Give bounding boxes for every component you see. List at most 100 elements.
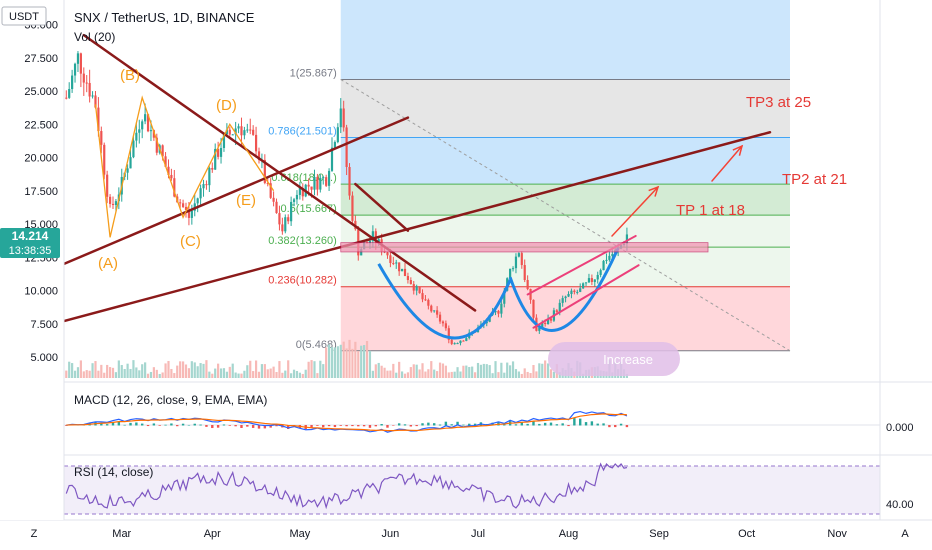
candle-body[interactable]: [430, 305, 433, 312]
candle-body[interactable]: [421, 293, 424, 300]
candle-body[interactable]: [400, 268, 404, 272]
candle-body[interactable]: [579, 288, 582, 292]
candle-body[interactable]: [82, 73, 85, 83]
candle-body[interactable]: [345, 127, 348, 167]
candle-body[interactable]: [222, 134, 226, 149]
candle-body[interactable]: [246, 129, 249, 131]
candle-body[interactable]: [152, 130, 155, 138]
candle-body[interactable]: [602, 260, 605, 271]
candle-body[interactable]: [295, 194, 299, 200]
macd-pane[interactable]: [64, 410, 880, 433]
candle-body[interactable]: [514, 256, 518, 269]
candle-body[interactable]: [582, 283, 585, 289]
candle-body[interactable]: [257, 151, 261, 161]
candle-body[interactable]: [138, 129, 141, 133]
candle-body[interactable]: [584, 282, 588, 284]
candle-body[interactable]: [509, 268, 512, 279]
candle-body[interactable]: [561, 298, 564, 303]
candle-body[interactable]: [301, 188, 304, 197]
candle-body[interactable]: [234, 128, 237, 135]
candle-body[interactable]: [424, 299, 427, 301]
macd-title[interactable]: MACD (12, 26, close, 9, EMA, EMA): [74, 393, 267, 407]
candle-body[interactable]: [146, 114, 150, 132]
price-axis[interactable]: [0, 0, 64, 520]
candle-body[interactable]: [398, 262, 401, 272]
candle-body[interactable]: [205, 184, 208, 186]
candle-body[interactable]: [313, 176, 316, 190]
candle-body[interactable]: [532, 299, 535, 318]
candle-body[interactable]: [590, 278, 593, 282]
candle-body[interactable]: [237, 126, 240, 129]
candle-body[interactable]: [208, 167, 211, 186]
candle-body[interactable]: [450, 339, 453, 344]
candle-body[interactable]: [573, 290, 576, 293]
macd-signal-line[interactable]: [66, 413, 627, 432]
candle-body[interactable]: [170, 174, 173, 179]
candle-body[interactable]: [211, 167, 214, 170]
candle-body[interactable]: [275, 201, 278, 214]
candle-body[interactable]: [243, 130, 246, 136]
increase-bubble[interactable]: [548, 342, 680, 376]
drawings-layer[interactable]: (A) (B) (C) (D) (E) TP 1 at 18 TP2 at 21 TP3 at…: [62, 33, 847, 376]
candle-body[interactable]: [73, 63, 77, 76]
candle-body[interactable]: [453, 343, 456, 345]
candle-body[interactable]: [190, 210, 193, 218]
candle-body[interactable]: [517, 253, 520, 257]
candle-body[interactable]: [68, 89, 71, 98]
candle-body[interactable]: [290, 201, 293, 222]
candle-body[interactable]: [599, 270, 602, 275]
candle-body[interactable]: [91, 95, 94, 97]
candle-body[interactable]: [106, 174, 109, 197]
target-arrow-2[interactable]: [711, 145, 743, 182]
candle-body[interactable]: [103, 144, 106, 175]
candle-body[interactable]: [322, 177, 325, 179]
candle-body[interactable]: [447, 328, 450, 340]
candle-body[interactable]: [538, 327, 541, 331]
candle-body[interactable]: [214, 148, 217, 170]
candle-body[interactable]: [330, 147, 334, 171]
candle-body[interactable]: [284, 217, 287, 232]
candle-body[interactable]: [555, 310, 558, 313]
fibonacci-retracement[interactable]: 1(25.867)0.786(21.501)0.618(18.0...)0.5(…: [268, 67, 791, 352]
candle-body[interactable]: [523, 265, 526, 280]
candle-body[interactable]: [549, 318, 553, 321]
candle-body[interactable]: [164, 156, 167, 167]
candle-body[interactable]: [65, 97, 68, 99]
candle-body[interactable]: [228, 129, 231, 135]
candle-body[interactable]: [342, 108, 345, 128]
candle-body[interactable]: [336, 127, 339, 143]
candle-body[interactable]: [541, 323, 544, 328]
candle-body[interactable]: [319, 177, 322, 190]
candle-body[interactable]: [240, 126, 243, 136]
candle-body[interactable]: [94, 95, 97, 108]
candle-body[interactable]: [368, 240, 372, 244]
candle-body[interactable]: [249, 129, 252, 131]
trendline-support-upper[interactable]: [62, 116, 410, 266]
candle-body[interactable]: [114, 201, 118, 205]
candle-body[interactable]: [587, 278, 591, 283]
candle-body[interactable]: [392, 263, 395, 265]
candle-body[interactable]: [263, 159, 266, 183]
candle-body[interactable]: [310, 186, 313, 190]
candle-body[interactable]: [546, 318, 550, 325]
candle-body[interactable]: [71, 75, 74, 90]
candle-body[interactable]: [441, 321, 445, 324]
candle-body[interactable]: [108, 196, 112, 204]
candle-body[interactable]: [325, 177, 328, 186]
candle-body[interactable]: [438, 314, 442, 322]
candle-body[interactable]: [456, 343, 459, 345]
candle-body[interactable]: [415, 286, 418, 291]
candle-body[interactable]: [593, 279, 596, 282]
candle-body[interactable]: [465, 338, 468, 341]
candle-body[interactable]: [386, 252, 389, 256]
candle-body[interactable]: [351, 195, 354, 221]
candle-body[interactable]: [132, 140, 135, 158]
volume-label[interactable]: Vol (20): [74, 30, 115, 44]
currency-badge[interactable]: [1, 6, 47, 26]
candle-body[interactable]: [266, 182, 269, 184]
trendline-support-lower[interactable]: [62, 130, 772, 323]
candle-body[interactable]: [596, 274, 599, 280]
candle-body[interactable]: [135, 132, 138, 141]
candle-body[interactable]: [129, 157, 132, 169]
